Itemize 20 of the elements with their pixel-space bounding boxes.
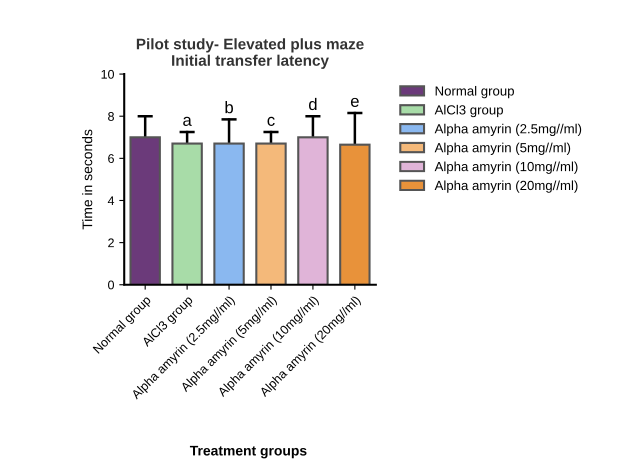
chart-title: Pilot study- Elevated plus maze Initial transfer latency	[136, 38, 364, 69]
y-tick-label: 8	[108, 112, 114, 121]
annotation: b	[225, 101, 233, 114]
legend-label: Normal group	[436, 86, 514, 98]
annotation: c	[268, 116, 275, 126]
legend-label: AlCl3 group	[434, 104, 503, 118]
y-tick-label: 2	[108, 238, 114, 248]
y-axis-title: Time in seconds	[82, 130, 92, 230]
y-tick-label: 6	[108, 154, 114, 163]
legend-label: Alpha amyrin (20mg//ml)	[434, 180, 578, 193]
x-axis-title: Treatment groups	[190, 446, 307, 458]
annotation: e	[350, 98, 359, 107]
legend-label: Alpha amyrin (5mg//ml)	[434, 142, 570, 155]
annotation: d	[308, 98, 316, 110]
y-tick-label: 0	[108, 280, 114, 290]
annotation: a	[183, 116, 192, 126]
y-tick-label: 10	[102, 70, 114, 79]
legend-label: Alpha amyrin (2.5mg//ml)	[434, 124, 582, 136]
y-tick-label: 4	[108, 196, 114, 206]
legend-label: Alpha amyrin (10mg//ml)	[434, 162, 578, 174]
